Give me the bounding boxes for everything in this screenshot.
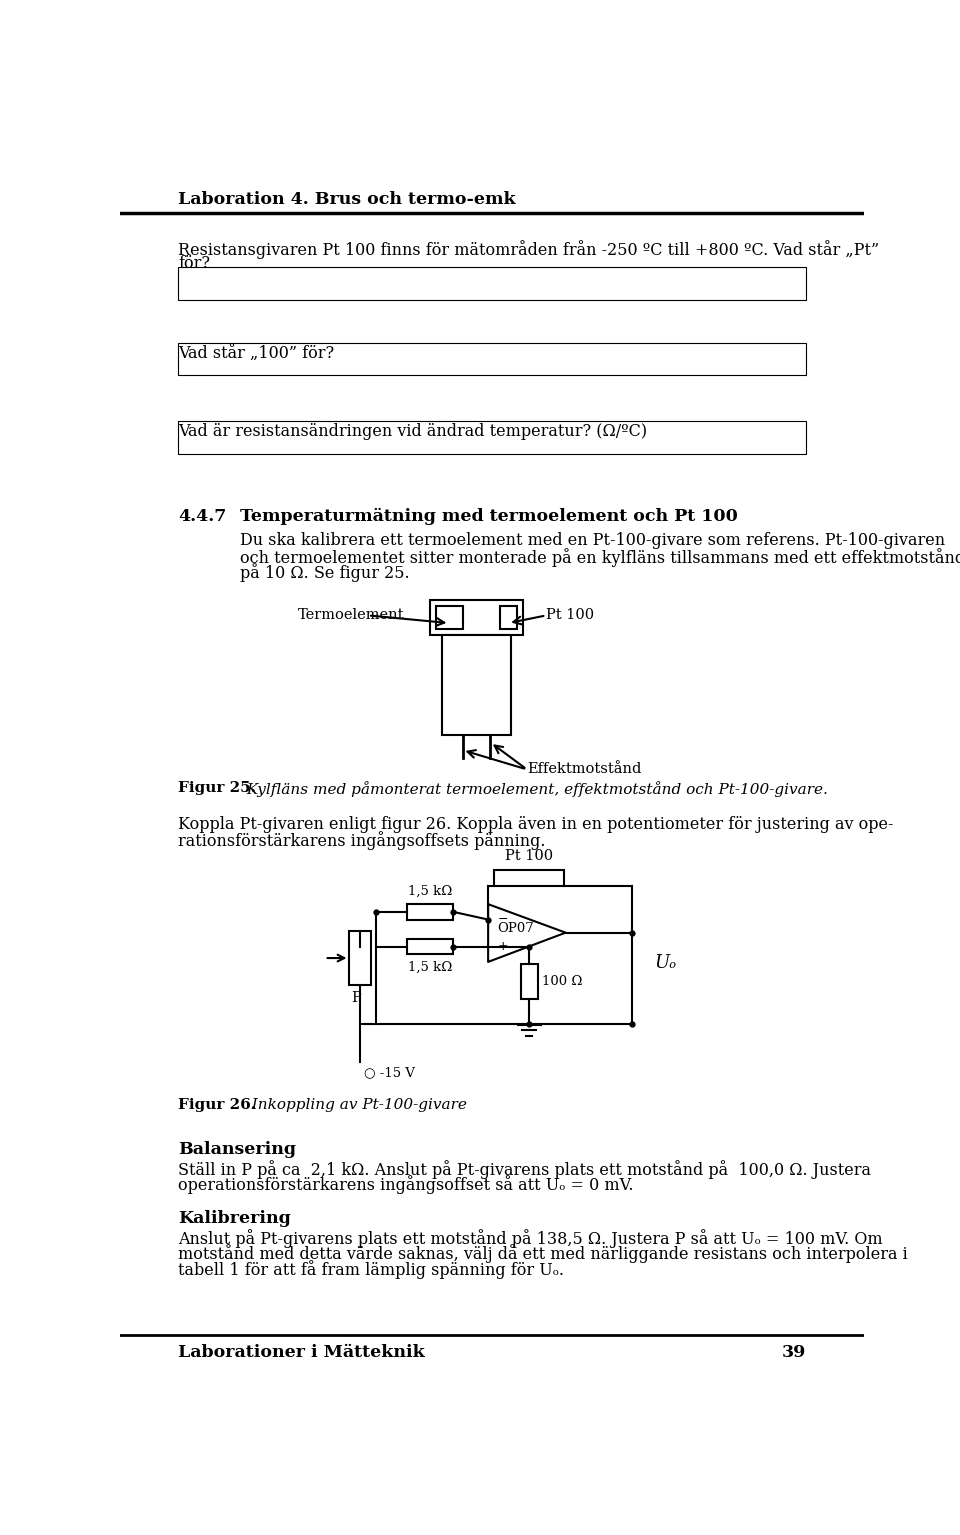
Text: Pt 100: Pt 100 bbox=[505, 849, 553, 863]
Text: operationsförstärkarens ingångsoffset så att Uₒ = 0 mV.: operationsförstärkarens ingångsoffset så… bbox=[179, 1176, 634, 1194]
Bar bbox=[179, 267, 805, 299]
Text: tabell 1 för att få fram lämplig spänning för Uₒ.: tabell 1 för att få fram lämplig spännin… bbox=[179, 1260, 564, 1279]
Text: +: + bbox=[497, 939, 508, 953]
Bar bbox=[179, 342, 805, 375]
Text: −: − bbox=[497, 913, 508, 926]
Text: Laborationer i Mätteknik: Laborationer i Mätteknik bbox=[179, 1343, 425, 1362]
Bar bbox=[442, 634, 512, 735]
Text: Anslut på Pt-givarens plats ett motstånd på 138,5 Ω. Justera P så att Uₒ = 100 m: Anslut på Pt-givarens plats ett motstånd… bbox=[179, 1230, 883, 1248]
Text: Temperaturmätning med termoelement och Pt 100: Temperaturmätning med termoelement och P… bbox=[240, 508, 738, 525]
Bar bbox=[407, 904, 453, 919]
Text: Figur 25.: Figur 25. bbox=[179, 781, 256, 795]
Text: på 10 Ω. Se figur 25.: på 10 Ω. Se figur 25. bbox=[240, 563, 410, 582]
Text: Laboration 4. Brus och termo-emk: Laboration 4. Brus och termo-emk bbox=[179, 190, 516, 209]
Text: Uₒ: Uₒ bbox=[655, 955, 677, 973]
Bar bbox=[436, 606, 464, 629]
Text: 100 Ω: 100 Ω bbox=[541, 975, 582, 987]
Text: Balansering: Balansering bbox=[179, 1141, 296, 1157]
Bar bbox=[500, 606, 516, 629]
Text: motstånd med detta värde saknas, välj då ett med närliggande resistans och inter: motstånd med detta värde saknas, välj då… bbox=[179, 1245, 908, 1263]
Text: Effektmotstånd: Effektmotstånd bbox=[527, 763, 641, 777]
Bar bbox=[430, 600, 523, 634]
Bar bbox=[179, 422, 805, 454]
Text: Du ska kalibrera ett termoelement med en Pt-100-givare som referens. Pt-100-giva: Du ska kalibrera ett termoelement med en… bbox=[240, 533, 946, 550]
Text: och termoelementet sitter monterade på en kylfläns tillsammans med ett effektmot: och termoelementet sitter monterade på e… bbox=[240, 548, 960, 566]
Text: Inkoppling av Pt-100-givare: Inkoppling av Pt-100-givare bbox=[242, 1098, 467, 1113]
Text: 4.4.7: 4.4.7 bbox=[179, 508, 227, 525]
Text: Figur 26.: Figur 26. bbox=[179, 1098, 256, 1113]
Text: P: P bbox=[351, 992, 362, 1005]
Text: 1,5 kΩ: 1,5 kΩ bbox=[408, 886, 452, 898]
Bar bbox=[494, 869, 564, 886]
Bar bbox=[520, 964, 538, 999]
Bar bbox=[407, 939, 453, 955]
Bar bbox=[349, 932, 372, 985]
Text: Kalibrering: Kalibrering bbox=[179, 1210, 291, 1226]
Text: Vad står „100” för?: Vad står „100” för? bbox=[179, 345, 334, 362]
Text: OP07: OP07 bbox=[497, 923, 534, 935]
Text: Kylfläns med påmonterat termoelement, effektmotstånd och Pt-100-givare.: Kylfläns med påmonterat termoelement, ef… bbox=[242, 781, 828, 797]
Text: 1,5 kΩ: 1,5 kΩ bbox=[408, 961, 452, 973]
Text: Termoelement: Termoelement bbox=[299, 608, 405, 622]
Text: Koppla Pt-givaren enligt figur 26. Koppla även in en potentiometer för justering: Koppla Pt-givaren enligt figur 26. Koppl… bbox=[179, 815, 894, 832]
Text: Vad är resistansändringen vid ändrad temperatur? (Ω/ºC): Vad är resistansändringen vid ändrad tem… bbox=[179, 424, 647, 441]
Text: Pt 100: Pt 100 bbox=[546, 608, 594, 622]
Text: för?: för? bbox=[179, 255, 210, 272]
Text: ○ -15 V: ○ -15 V bbox=[364, 1065, 415, 1079]
Text: Ställ in P på ca  2,1 kΩ. Anslut på Pt-givarens plats ett motstånd på  100,0 Ω. : Ställ in P på ca 2,1 kΩ. Anslut på Pt-gi… bbox=[179, 1160, 871, 1179]
Text: rationsförstärkarens ingångsoffsets pänning.: rationsförstärkarens ingångsoffsets pänn… bbox=[179, 830, 545, 850]
Text: Resistansgivaren Pt 100 finns för mätområden från -250 ºC till +800 ºC. Vad står: Resistansgivaren Pt 100 finns för mätomr… bbox=[179, 239, 879, 258]
Text: 39: 39 bbox=[781, 1343, 805, 1362]
